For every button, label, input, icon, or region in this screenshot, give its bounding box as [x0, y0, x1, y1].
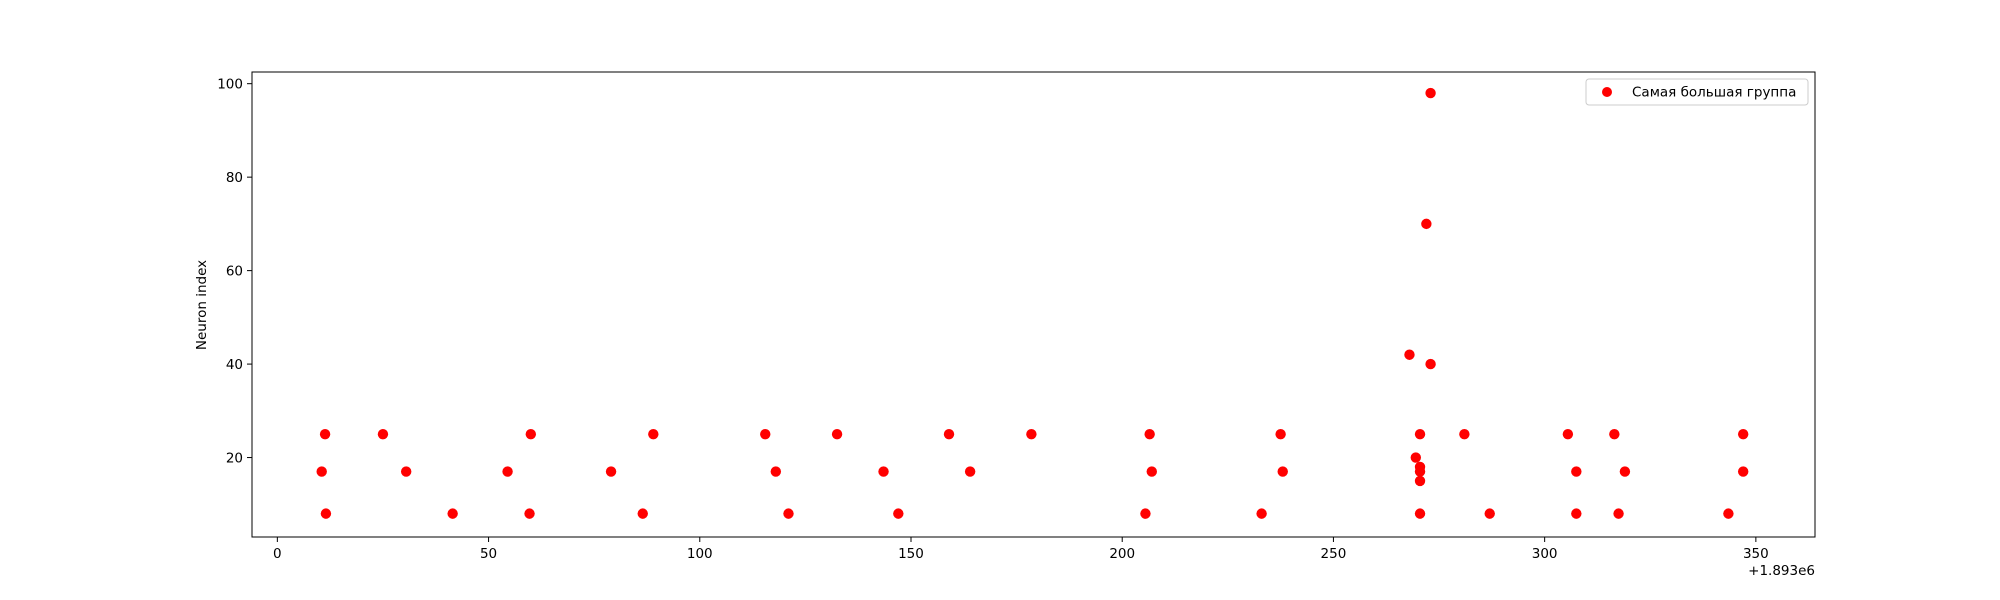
y-axis: 20 40 60 80 100: [217, 77, 252, 467]
data-point: [377, 428, 389, 440]
data-point: [1609, 428, 1620, 440]
data-point: [319, 428, 331, 440]
data-point: [316, 466, 327, 477]
data-point: [1571, 466, 1582, 477]
data-point: [831, 428, 843, 440]
data-point: [1140, 508, 1151, 519]
x-tick-label: 50: [480, 546, 497, 562]
x-axis-offset-label: +1.893e6: [1748, 563, 1815, 579]
data-point: [524, 508, 535, 519]
data-point: [1404, 349, 1415, 360]
data-point: [1410, 452, 1422, 463]
data-point: [648, 428, 659, 440]
data-point: [320, 508, 332, 519]
data-point: [878, 466, 889, 477]
data-point: [1277, 466, 1288, 477]
data-point: [1421, 218, 1432, 230]
data-point: [893, 508, 904, 519]
data-point: [502, 466, 513, 477]
data-point: [1414, 508, 1426, 519]
y-tick-label: 80: [226, 170, 243, 186]
y-tick-label: 100: [217, 77, 243, 93]
data-point: [770, 466, 782, 477]
data-point: [1414, 475, 1426, 487]
legend-marker: [1602, 87, 1612, 97]
data-point: [1144, 428, 1155, 440]
data-point: [1737, 428, 1749, 440]
y-axis-label: Neuron index: [194, 260, 210, 350]
data-point: [605, 466, 617, 477]
data-point: [783, 508, 794, 519]
data-point: [1275, 428, 1286, 440]
x-tick-label: 0: [273, 546, 282, 562]
data-point: [1619, 466, 1631, 477]
data-point: [1026, 428, 1037, 440]
data-point: [1723, 508, 1734, 519]
x-tick-label: 350: [1743, 546, 1769, 562]
data-point: [760, 428, 771, 440]
plot-area: [316, 87, 1749, 519]
data-point: [525, 428, 537, 440]
y-tick-label: 60: [226, 264, 243, 280]
data-point: [1562, 428, 1574, 440]
x-tick-label: 250: [1321, 546, 1347, 562]
plot-frame: [251, 71, 1816, 538]
x-tick-label: 200: [1109, 546, 1135, 562]
data-point: [1737, 466, 1749, 477]
data-point: [1414, 428, 1426, 440]
legend: Самая большая группа: [1585, 78, 1809, 106]
x-tick-label: 150: [898, 546, 924, 562]
legend-label: Самая большая группа: [1632, 85, 1796, 101]
data-point: [964, 466, 976, 477]
data-point: [1459, 428, 1470, 440]
data-point: [400, 466, 412, 477]
data-point: [1425, 87, 1436, 99]
data-point: [1256, 508, 1267, 519]
y-tick-label: 20: [226, 451, 243, 467]
data-point: [1146, 466, 1157, 477]
legend-box: [1585, 78, 1809, 106]
x-axis: 0 50 100 150 200 250 300 350: [273, 537, 1769, 562]
y-tick-label: 40: [226, 357, 243, 373]
data-point: [1425, 358, 1436, 370]
data-point: [447, 508, 458, 519]
data-point: [1484, 508, 1495, 519]
data-point: [637, 508, 648, 519]
data-point: [1613, 508, 1624, 519]
data-point: [1571, 508, 1582, 519]
data-point: [1414, 466, 1426, 477]
x-tick-label: 300: [1532, 546, 1558, 562]
data-point: [943, 428, 955, 440]
x-tick-label: 100: [687, 546, 713, 562]
